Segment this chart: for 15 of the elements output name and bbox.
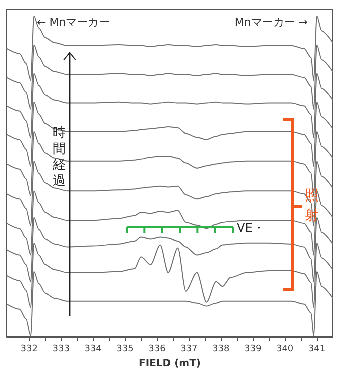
x-tick-label: 336	[148, 344, 166, 354]
x-tick-label: 333	[52, 344, 70, 354]
x-tick-label: 338	[212, 344, 230, 354]
x-axis-title: FIELD (mT)	[139, 358, 201, 370]
x-tick-label: 337	[180, 344, 198, 354]
x-tick-label: 339	[244, 344, 262, 354]
annotation: VE・	[237, 221, 265, 235]
x-tick-label: 332	[20, 344, 38, 354]
annotation: Mnマーカー →	[234, 16, 308, 29]
x-tick-label: 334	[84, 344, 102, 354]
annotation: 時間経過	[53, 126, 67, 190]
x-tick-label: 335	[116, 344, 134, 354]
x-tick-label: 340	[276, 344, 294, 354]
x-tick-label: 341	[308, 344, 326, 354]
annotation: ← Mnマーカー	[37, 16, 110, 29]
